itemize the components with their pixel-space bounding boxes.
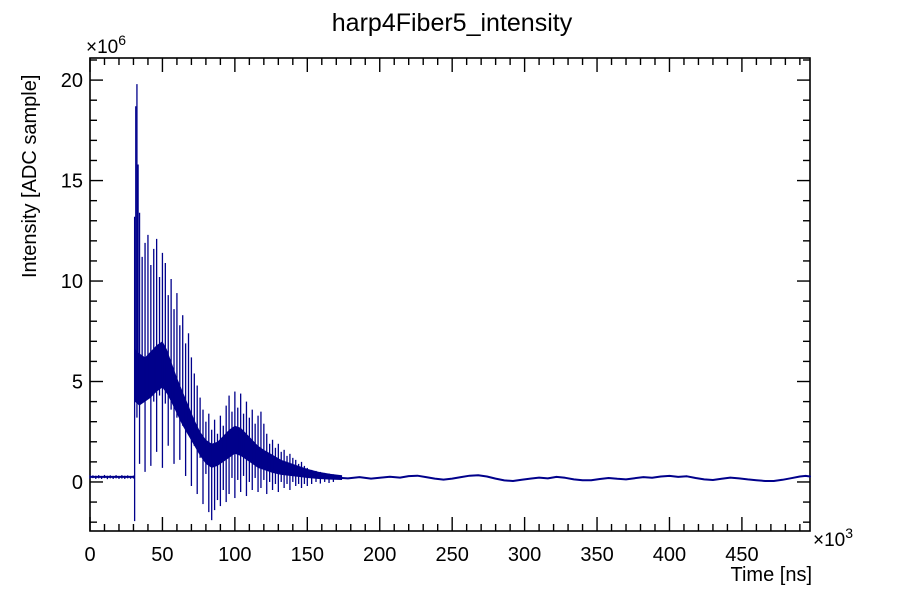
y-tick-label: 10 [61,271,83,293]
y-tick-label: 0 [72,472,83,494]
x-tick-label: 450 [725,544,758,566]
axis-ticks [89,58,810,531]
x-tick-label: 200 [363,544,396,566]
x-tick-label: 300 [508,544,541,566]
axis-scale-exponents: ×106 ×103 [86,32,853,551]
y-tick-label: 20 [61,70,83,92]
x-axis-title: Time [ns] [731,564,813,586]
x-tick-label: 150 [291,544,324,566]
y-axis-title: Intensity [ADC sample] [19,75,41,278]
x-tick-label: 100 [218,544,251,566]
y-tick-label: 15 [61,171,83,193]
x-tick-label: 50 [151,544,173,566]
plot-frame [89,57,811,532]
x-tick-label: 250 [435,544,468,566]
chart-title: harp4Fiber5_intensity [332,9,573,37]
x-axis-exponent: ×103 [813,525,853,551]
x-tick-label: 400 [653,544,686,566]
frame-rect [89,57,811,532]
series-tail-trace [335,474,811,482]
x-tick-label: 0 [84,544,95,566]
x-tick-label: 350 [580,544,613,566]
series-harp4fiber5-intensity [89,84,811,522]
y-axis-exponent: ×106 [86,32,126,58]
axis-tick-labels: 0 50 100 150 200 250 300 350 400 450 0 5 10 15 20 [61,70,759,566]
y-tick-label: 5 [72,372,83,394]
